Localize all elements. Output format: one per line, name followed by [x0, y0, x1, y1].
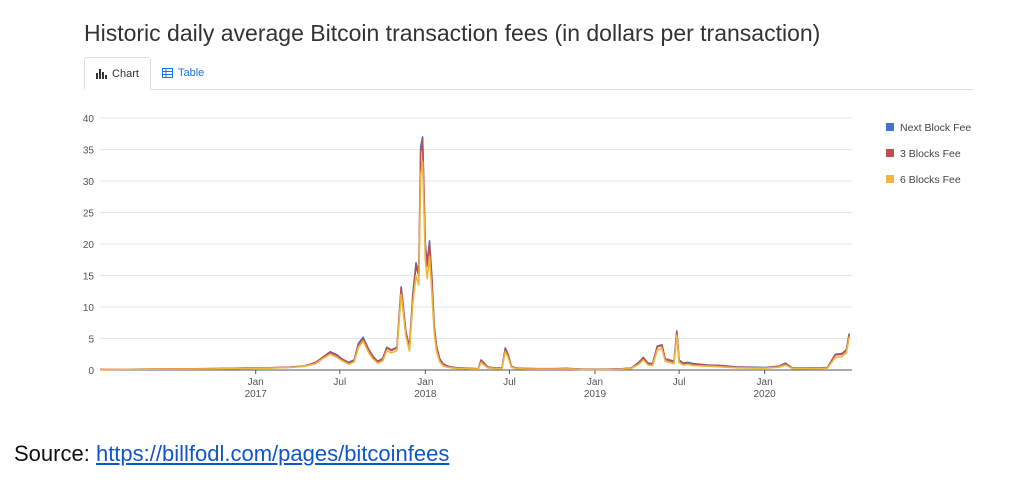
y-tick-label: 20 [83, 240, 95, 251]
tab-chart-label: Chart [112, 67, 139, 80]
legend-swatch [886, 123, 894, 131]
x-tick-label: Jul [673, 377, 686, 388]
grid-layer [100, 117, 852, 371]
y-tick-label: 10 [83, 303, 95, 314]
y-tick-label: 40 [83, 114, 95, 125]
tab-chart[interactable]: Chart [84, 57, 151, 90]
source-line: Source: https://billfodl.com/pages/bitco… [14, 441, 449, 467]
y-tick-label: 30 [83, 177, 95, 188]
x-tick-year: 2018 [414, 389, 437, 400]
x-tick-label: Jul [333, 377, 346, 388]
x-tick-label: Jan [417, 377, 433, 388]
series-line-1 [99, 136, 850, 371]
legend-swatch [886, 149, 894, 157]
legend-label: 6 Blocks Fee [900, 174, 961, 186]
series-line-3 [99, 161, 850, 371]
x-tick-year: 2017 [245, 389, 268, 400]
chart-title: Historic daily average Bitcoin transacti… [84, 20, 821, 46]
y-tick-label: 35 [83, 146, 95, 157]
series-layer [99, 136, 850, 371]
legend: Next Block Fee 3 Blocks Fee 6 Blocks Fee [886, 122, 971, 186]
y-tick-label: 15 [83, 272, 95, 283]
legend-label: Next Block Fee [900, 122, 971, 134]
tab-table[interactable]: Table [162, 57, 204, 88]
x-tick-label: Jan [248, 377, 264, 388]
legend-label: 3 Blocks Fee [900, 148, 961, 160]
source-label: Source: [14, 441, 90, 466]
y-tick-label: 0 [88, 366, 94, 377]
x-tick-label: Jul [503, 377, 516, 388]
x-tick-year: 2020 [753, 389, 776, 400]
x-tick-year: 2019 [584, 389, 607, 400]
x-tick-label: Jan [587, 377, 603, 388]
view-tabs: Chart Table [84, 57, 973, 90]
source-link[interactable]: https://billfodl.com/pages/bitcoinfees [95, 441, 450, 466]
series-line-2 [99, 139, 850, 371]
y-tick-label: 25 [83, 209, 95, 220]
y-tick-label: 5 [88, 335, 94, 346]
x-tick-label: Jan [757, 377, 773, 388]
legend-swatch [886, 175, 894, 183]
table-icon [162, 67, 173, 78]
tab-table-label: Table [178, 66, 205, 79]
bar-chart-icon [96, 68, 108, 79]
